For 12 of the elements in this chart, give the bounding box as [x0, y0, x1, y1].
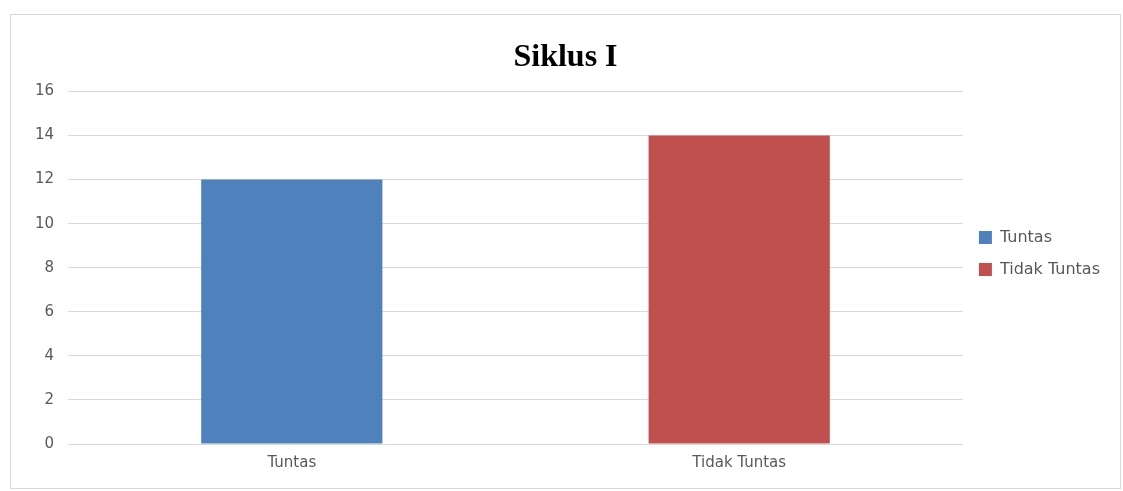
- y-tick-label: 16: [34, 81, 55, 100]
- y-tick-label: 10: [34, 213, 55, 232]
- y-tick-label: 12: [34, 169, 55, 188]
- legend-label: Tuntas: [998, 226, 1052, 246]
- y-tick-label: 4: [44, 345, 55, 364]
- y-tick-label: 8: [44, 257, 55, 276]
- legend-label: Tidak Tuntas: [998, 258, 1100, 278]
- y-tick-label: 2: [44, 389, 55, 408]
- y-tick-label: 0: [44, 433, 55, 452]
- y-tick-label: 14: [34, 125, 55, 144]
- chart-title: Siklus I: [513, 37, 618, 74]
- y-tick-label: 6: [44, 301, 55, 320]
